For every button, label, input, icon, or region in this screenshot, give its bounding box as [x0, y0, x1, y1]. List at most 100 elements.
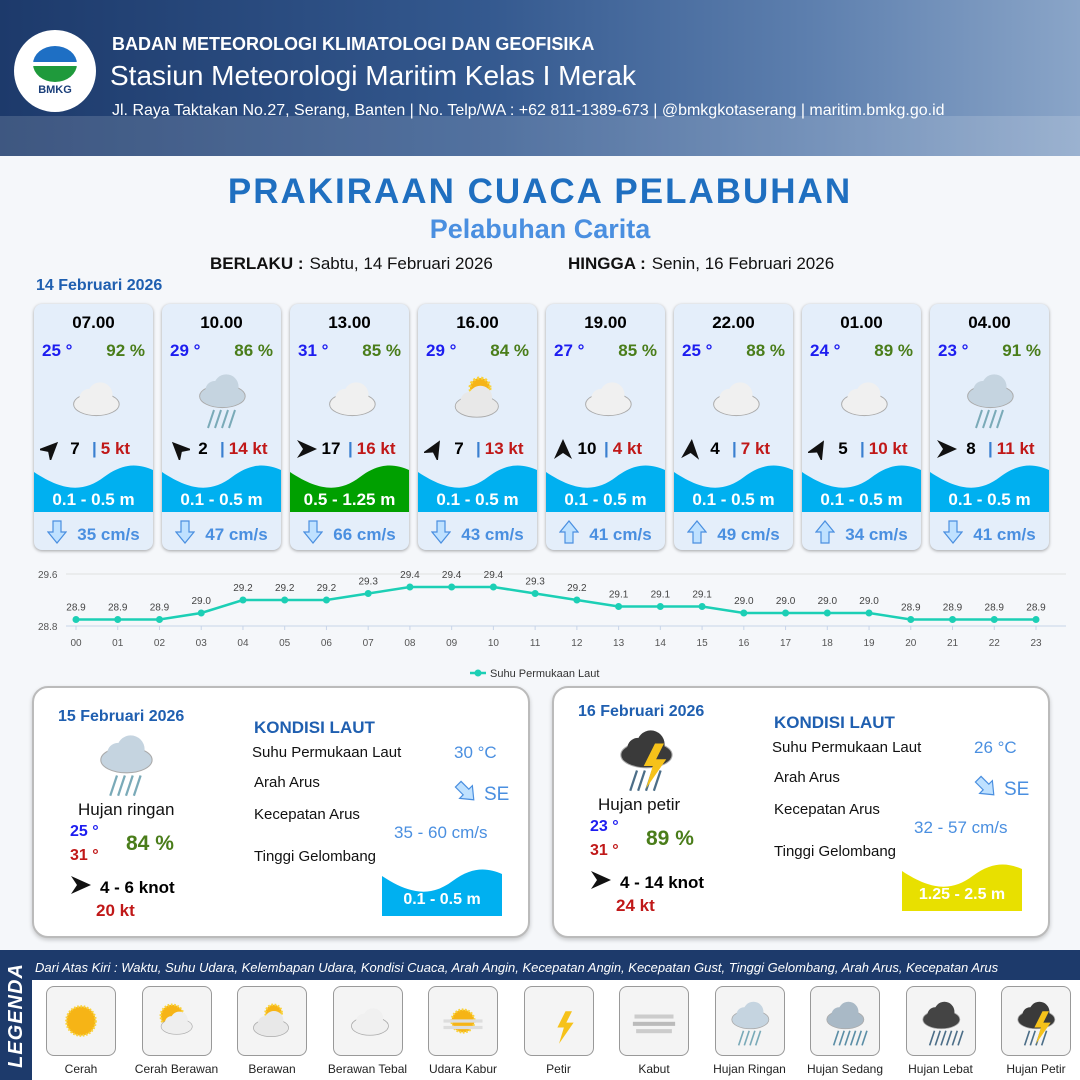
daily-forecast-panel: 16 Februari 2026 Hujan petir 23 ° 31 ° 8… — [552, 686, 1050, 938]
hujan-ringan-icon — [190, 366, 254, 430]
current-speed-label: Kecepatan Arus — [254, 806, 360, 823]
wave-icon — [930, 462, 1049, 512]
x-tick-label: 20 — [905, 638, 917, 649]
data-label: 28.9 — [1026, 603, 1046, 614]
legend-item-udara-kabur: Udara Kabur — [418, 986, 508, 1076]
kabut-icon — [619, 986, 689, 1056]
data-point — [114, 616, 122, 623]
gust-speed: 10 kt — [868, 439, 908, 458]
card-humidity: 85 % — [362, 341, 401, 360]
legend-item-hujan-lebat: Hujan Lebat — [896, 986, 986, 1076]
data-label: 29.0 — [191, 596, 211, 607]
data-point — [698, 603, 706, 610]
x-tick-label: 07 — [363, 638, 375, 649]
wave-icon — [34, 462, 153, 512]
x-tick-label: 18 — [822, 638, 834, 649]
data-point — [990, 616, 998, 623]
y-tick-label: 29.6 — [38, 570, 58, 581]
current-speed: 34 cm/s — [845, 524, 908, 544]
wave-height-label: Tinggi Gelombang — [254, 848, 377, 865]
legend-label: Berawan — [248, 1062, 296, 1076]
current-speed: 35 - 60 cm/s — [394, 823, 488, 842]
wind-direction-icon — [37, 438, 62, 463]
panel-date: 16 Februari 2026 — [578, 703, 705, 720]
legend-description: Dari Atas Kiri : Waktu, Suhu Udara, Kele… — [35, 960, 999, 975]
wave-height: 0.1 - 0.5 m — [948, 490, 1031, 509]
data-label: 29.2 — [275, 583, 295, 594]
legend-label: Petir — [546, 1062, 571, 1076]
gust-speed: 16 kt — [356, 439, 396, 458]
wind-range: 4 - 6 knot — [100, 877, 175, 897]
sst-value: 30 °C — [454, 743, 497, 762]
data-label: 28.9 — [985, 603, 1005, 614]
hujan-petir-icon — [1001, 986, 1071, 1056]
card-temperature: 23 ° — [938, 341, 969, 360]
bmkg-logo: BMKG — [14, 30, 96, 112]
x-tick-label: 16 — [738, 638, 750, 649]
x-tick-label: 21 — [947, 638, 959, 649]
berawan-tebal-icon — [574, 366, 638, 430]
legend-item-berawan: Berawan — [227, 986, 317, 1076]
card-humidity: 92 % — [106, 341, 145, 360]
gust-speed: 11 kt — [996, 439, 1035, 458]
card-temperature: 24 ° — [810, 341, 841, 360]
data-point — [782, 609, 790, 617]
wave-height: 0.5 - 1.25 m — [303, 490, 396, 509]
data-label: 29.3 — [358, 577, 378, 588]
forecast-card-0400: 04.00 23 ° 91 % 8 | 11 kt 0.1 - 0.5 m 41 c… — [930, 304, 1049, 550]
legend-label: Berawan Tebal — [327, 1062, 408, 1076]
wave-icon — [674, 462, 793, 512]
wave-icon — [802, 462, 921, 512]
legend-label: Hujan Ringan — [713, 1062, 786, 1076]
wind-speed: 10 — [577, 439, 597, 458]
data-point — [364, 590, 372, 597]
current-speed: 49 cm/s — [717, 524, 780, 544]
wave-height: 0.1 - 0.5 m — [692, 490, 775, 509]
data-point — [656, 603, 664, 610]
current-direction-down-icon — [303, 520, 324, 549]
x-tick-label: 22 — [989, 638, 1001, 649]
gust-speed: 7 kt — [740, 439, 771, 458]
wind-direction-icon — [680, 438, 702, 460]
wave-height: 0.1 - 0.5 m — [564, 490, 647, 509]
legend-item-cerah: Cerah — [36, 986, 126, 1076]
x-tick-label: 00 — [70, 638, 82, 649]
data-label: 29.0 — [818, 596, 838, 607]
berawan-tebal-icon — [332, 986, 403, 1056]
x-tick-label: 05 — [279, 638, 291, 649]
wave-icon — [382, 866, 502, 916]
card-humidity: 88 % — [746, 341, 785, 360]
x-tick-label: 14 — [655, 638, 667, 649]
data-point — [406, 583, 414, 591]
wave-icon — [162, 462, 281, 512]
berawan-icon — [237, 986, 307, 1056]
card-temperature: 29 ° — [170, 341, 201, 360]
card-humidity: 89 % — [874, 341, 913, 360]
card-temperature: 31 ° — [298, 341, 329, 360]
current-speed: 32 - 57 cm/s — [914, 818, 1008, 837]
current-speed: 47 cm/s — [205, 524, 268, 544]
wave-height: 0.1 - 0.5 m — [820, 490, 903, 509]
card-temperature: 29 ° — [426, 341, 457, 360]
forecast-card-1000: 10.00 29 ° 86 % 2 | 14 kt 0.1 - 0.5 m 47 c… — [162, 304, 281, 550]
sst-value: 26 °C — [974, 738, 1017, 757]
x-tick-label: 04 — [237, 638, 249, 649]
forecast-card-2200: 22.00 25 ° 88 % 4 | 7 kt 0.1 - 0.5 m 49 cm… — [674, 304, 793, 550]
data-point — [740, 609, 748, 617]
current-direction-up-icon — [687, 520, 708, 549]
wind-speed: 7 — [70, 439, 80, 458]
gust: 20 kt — [96, 901, 135, 920]
current-speed: 41 cm/s — [589, 524, 652, 544]
data-point — [949, 616, 957, 623]
berawan-icon — [446, 366, 510, 430]
current-direction-label: Arah Arus — [774, 769, 840, 786]
cerah-icon — [46, 986, 116, 1056]
card-time: 04.00 — [968, 313, 1011, 332]
forecast-card-0100: 01.00 24 ° 89 % 5 | 10 kt 0.1 - 0.5 m 34 c… — [802, 304, 921, 550]
x-tick-label: 03 — [196, 638, 208, 649]
data-label: 29.1 — [651, 590, 671, 601]
current-direction-down-icon — [943, 520, 964, 549]
current-direction-down-icon — [431, 520, 452, 549]
x-tick-label: 19 — [863, 638, 875, 649]
card-time: 19.00 — [584, 313, 627, 332]
